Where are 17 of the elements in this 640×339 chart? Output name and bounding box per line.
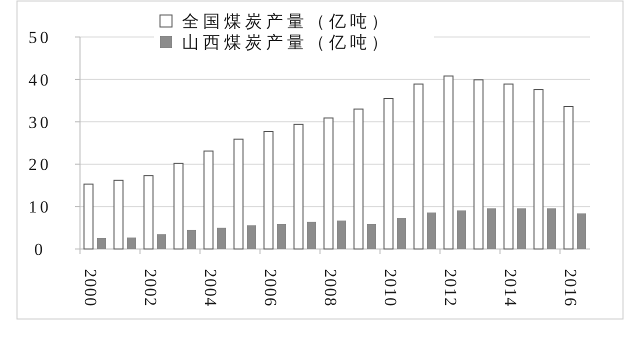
x-tick-label: 2016: [561, 269, 580, 307]
x-tick-label: 2000: [81, 269, 100, 307]
legend-label: 山西煤炭产量（亿吨）: [182, 33, 392, 52]
y-tick-label: 20: [28, 155, 52, 174]
x-tick-label: 2010: [381, 269, 400, 307]
y-tick-label: 50: [28, 28, 52, 47]
y-tick-label: 10: [28, 198, 52, 217]
x-tick-label: 2014: [501, 269, 520, 307]
x-tick-label: 2012: [441, 269, 460, 307]
y-tick-label: 0: [34, 240, 46, 259]
legend-label: 全国煤炭产量（亿吨）: [182, 12, 392, 31]
x-tick-label: 2004: [201, 269, 220, 307]
x-tick-label: 2006: [261, 269, 280, 307]
x-tick-label: 2002: [141, 269, 160, 307]
x-tick-label: 2008: [321, 269, 340, 307]
y-tick-label: 40: [28, 70, 52, 90]
y-tick-label: 30: [28, 112, 52, 132]
